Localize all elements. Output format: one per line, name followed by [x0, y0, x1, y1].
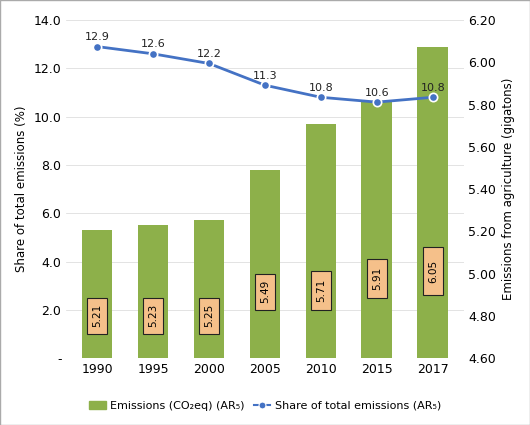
Bar: [82, 230, 112, 358]
Text: 11.3: 11.3: [253, 71, 277, 81]
Text: 10.8: 10.8: [420, 83, 445, 93]
Text: 5.71: 5.71: [316, 279, 326, 302]
Bar: [250, 170, 280, 358]
Text: 5.91: 5.91: [372, 267, 382, 290]
Text: 5.49: 5.49: [260, 280, 270, 303]
Bar: [418, 47, 448, 358]
FancyBboxPatch shape: [311, 271, 331, 310]
FancyBboxPatch shape: [143, 298, 163, 334]
Y-axis label: Emissions from agriculture (gigatons): Emissions from agriculture (gigatons): [502, 78, 515, 300]
Bar: [305, 124, 336, 358]
Text: 12.9: 12.9: [85, 32, 110, 42]
Text: 10.6: 10.6: [365, 88, 389, 98]
Legend: Emissions (CO₂eq) (AR₅), Share of total emissions (AR₅): Emissions (CO₂eq) (AR₅), Share of total …: [85, 396, 445, 415]
Text: 5.23: 5.23: [148, 304, 158, 328]
FancyBboxPatch shape: [255, 274, 275, 310]
Bar: [361, 102, 392, 358]
FancyBboxPatch shape: [367, 259, 387, 298]
Text: 5.21: 5.21: [92, 304, 102, 328]
Bar: [193, 221, 224, 358]
Text: 6.05: 6.05: [428, 260, 438, 283]
FancyBboxPatch shape: [199, 298, 219, 334]
FancyBboxPatch shape: [87, 298, 107, 334]
Y-axis label: Share of total emissions (%): Share of total emissions (%): [15, 106, 28, 272]
Text: 12.6: 12.6: [140, 40, 165, 49]
Text: 5.25: 5.25: [204, 304, 214, 328]
Text: 12.2: 12.2: [197, 49, 222, 59]
FancyBboxPatch shape: [423, 247, 443, 295]
Bar: [138, 225, 169, 358]
Text: 10.8: 10.8: [308, 83, 333, 93]
